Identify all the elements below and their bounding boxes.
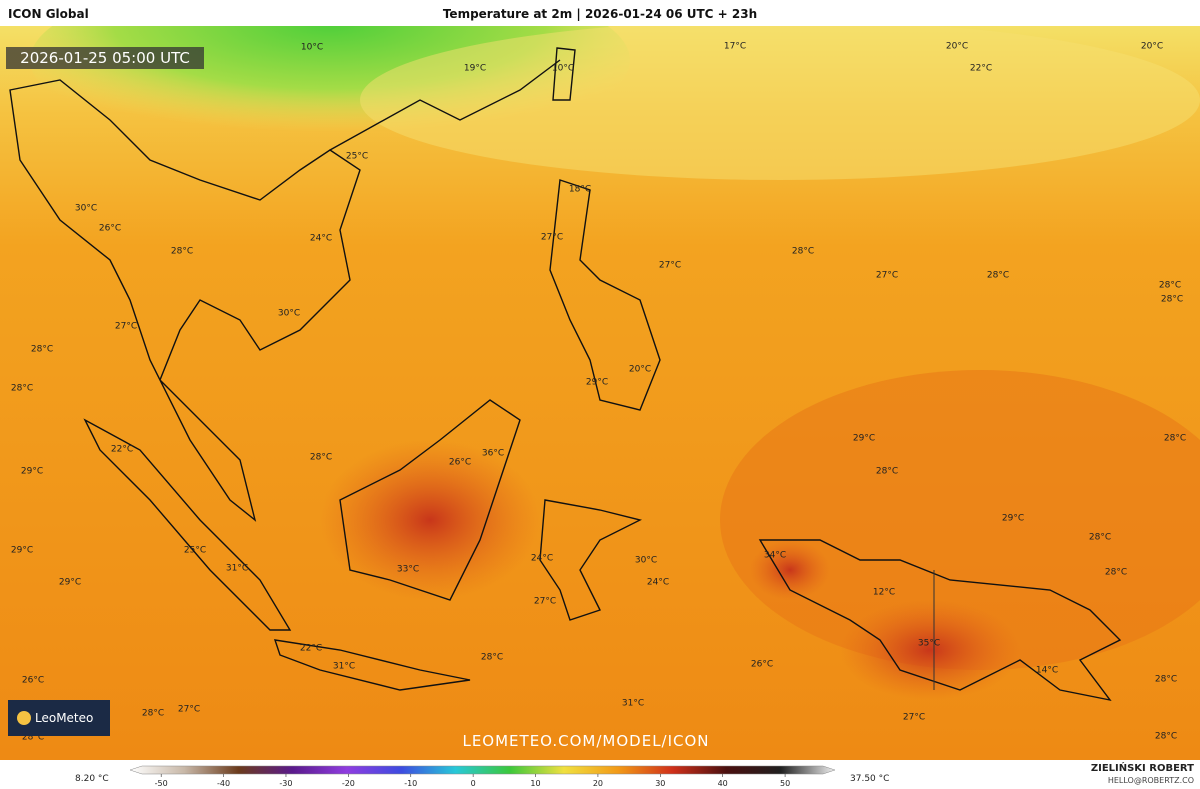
colorbar-tick-label: -40 xyxy=(217,779,230,788)
map-labels: 10°C 19°C 10°C 17°C 20°C 22°C 20°C 25°C 18°C 30°C… xyxy=(11,42,1186,743)
temperature-label: 28°C xyxy=(22,733,44,743)
temperature-label: 30°C xyxy=(75,204,97,214)
colorbar-tick-label: -10 xyxy=(404,779,417,788)
temperature-label: 22°C xyxy=(970,64,992,74)
temperature-label: 34°C xyxy=(764,551,786,561)
colorbar-tick-label: 20 xyxy=(593,779,603,788)
temperature-label: 28°C xyxy=(1155,732,1177,742)
cool-region xyxy=(360,20,1200,180)
temperature-label: 31°C xyxy=(333,662,355,672)
temperature-label: 26°C xyxy=(99,224,121,234)
hot-region xyxy=(750,540,830,600)
temperature-label: 27°C xyxy=(903,713,925,723)
temperature-label: 20°C xyxy=(946,42,968,52)
watermark: LEOMETEO.COM/MODEL/ICON xyxy=(462,732,709,750)
temperature-label: 20°C xyxy=(629,365,651,375)
hot-region xyxy=(320,440,540,600)
temperature-label: 29°C xyxy=(586,378,608,388)
temperature-label: 27°C xyxy=(178,705,200,715)
temperature-label: 24°C xyxy=(647,578,669,588)
credit-email: HELLO@ROBERTZ.CO xyxy=(1108,776,1194,785)
temperature-label: 25°C xyxy=(346,152,368,162)
temperature-label: 14°C xyxy=(1036,666,1058,676)
credit-name: ZIELIŃSKI ROBERT xyxy=(1091,761,1194,774)
temperature-label: 35°C xyxy=(918,639,940,649)
temperature-label: 28°C xyxy=(792,247,814,257)
temperature-label: 10°C xyxy=(301,43,323,53)
temperature-label: 27°C xyxy=(876,271,898,281)
temperature-label: 27°C xyxy=(115,322,137,332)
temperature-label: 28°C xyxy=(876,467,898,477)
temperature-label: 33°C xyxy=(397,565,419,575)
temperature-label: 28°C xyxy=(310,453,332,463)
colorbar: -50 -40 -30 -20 -10 0 10 20 30 40 50 xyxy=(129,765,836,788)
temperature-label: 28°C xyxy=(1161,295,1183,305)
temperature-label: 24°C xyxy=(531,554,553,564)
temperature-label: 22°C xyxy=(111,445,133,455)
temperature-label: 31°C xyxy=(622,699,644,709)
temperature-label: 27°C xyxy=(659,261,681,271)
temperature-label: 22°C xyxy=(300,644,322,654)
temperature-label: 28°C xyxy=(987,271,1009,281)
temperature-label: 27°C xyxy=(541,233,563,243)
temperature-label: 26°C xyxy=(751,660,773,670)
logo-text: LeoMeteo xyxy=(35,711,93,725)
temperature-label: 29°C xyxy=(21,467,43,477)
temperature-label: 28°C xyxy=(142,709,164,719)
temperature-label: 29°C xyxy=(1002,514,1024,524)
temperature-label: 28°C xyxy=(1155,675,1177,685)
temperature-label: 24°C xyxy=(310,234,332,244)
temperature-label: 17°C xyxy=(724,42,746,52)
temperature-label: 29°C xyxy=(853,434,875,444)
temperature-label: 31°C xyxy=(226,564,248,574)
colorbar-tick-label: 50 xyxy=(780,779,790,788)
footer-bar xyxy=(0,760,1200,789)
temperature-label: 29°C xyxy=(11,546,33,556)
temperature-label: 28°C xyxy=(481,653,503,663)
colorbar-tick-label: 40 xyxy=(718,779,728,788)
temperature-label: 28°C xyxy=(11,384,33,394)
temperature-label: 28°C xyxy=(1089,533,1111,543)
temperature-label: 30°C xyxy=(278,309,300,319)
temperature-label: 26°C xyxy=(22,676,44,686)
temperature-label: 28°C xyxy=(1105,568,1127,578)
colorbar-body xyxy=(129,765,836,775)
colorbar-tick-label: 10 xyxy=(530,779,540,788)
temperature-label: 18°C xyxy=(569,185,591,195)
colorbar-tick-label: -50 xyxy=(155,779,168,788)
temperature-label: 25°C xyxy=(184,546,206,556)
colorbar-min: 8.20 °C xyxy=(75,774,109,784)
temperature-label: 20°C xyxy=(1141,42,1163,52)
temperature-label: 10°C xyxy=(552,64,574,74)
timestamp: 2026-01-25 05:00 UTC xyxy=(20,49,190,67)
colorbar-tick-label: 30 xyxy=(655,779,665,788)
colorbar-tick-label: -30 xyxy=(279,779,292,788)
temperature-label: 27°C xyxy=(534,597,556,607)
logo-icon xyxy=(17,711,31,725)
colorbar-tick-label: -20 xyxy=(342,779,355,788)
temperature-label: 28°C xyxy=(1159,281,1181,291)
coastlines xyxy=(9,47,1122,702)
hot-region xyxy=(840,600,1020,700)
temperature-label: 28°C xyxy=(31,345,53,355)
model-name: ICON Global xyxy=(8,7,89,21)
warm-region xyxy=(720,370,1200,670)
colorbar-tick-label: 0 xyxy=(471,779,476,788)
temperature-label: 19°C xyxy=(464,64,486,74)
colorbar-max: 37.50 °C xyxy=(850,774,889,784)
chart-title: Temperature at 2m | 2026-01-24 06 UTC + … xyxy=(443,7,757,21)
timestamp-box xyxy=(6,47,204,69)
header-bar xyxy=(0,0,1200,26)
temperature-label: 29°C xyxy=(59,578,81,588)
temperature-label: 36°C xyxy=(482,449,504,459)
temperature-label: 30°C xyxy=(635,556,657,566)
temperature-label: 28°C xyxy=(1164,434,1186,444)
temperature-label: 28°C xyxy=(171,247,193,257)
temperature-label: 12°C xyxy=(873,588,895,598)
temperature-label: 26°C xyxy=(449,458,471,468)
